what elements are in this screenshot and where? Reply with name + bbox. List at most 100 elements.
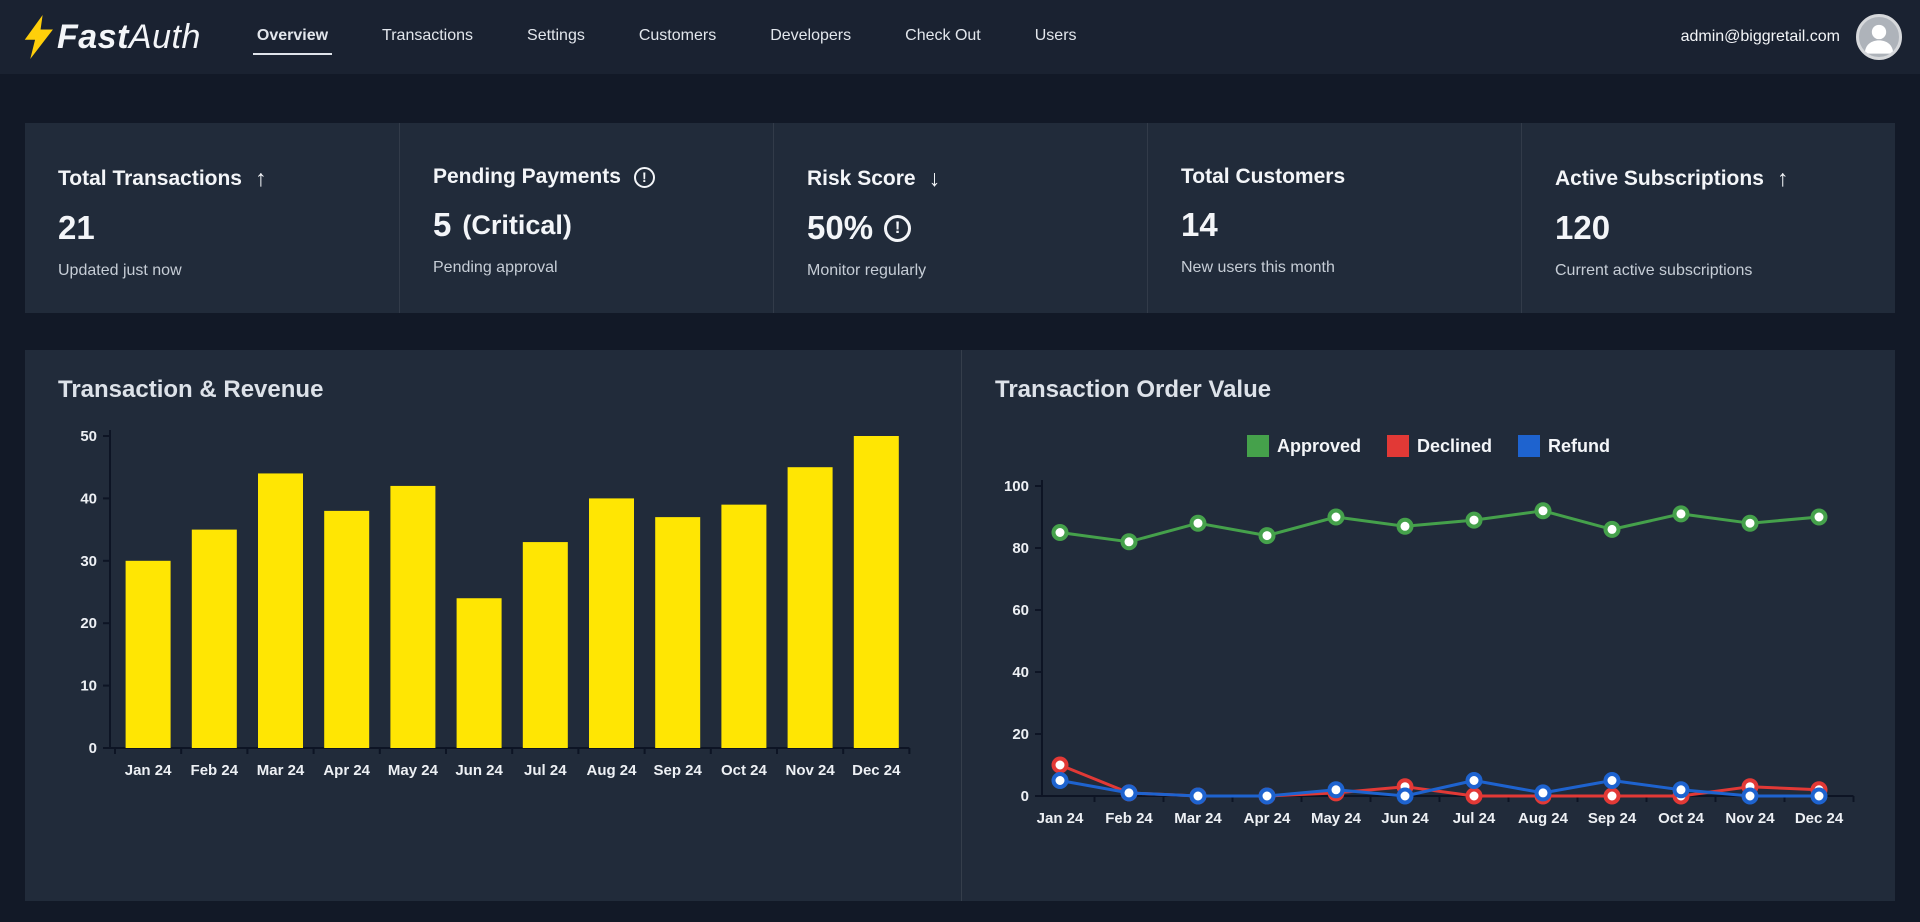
point-approved-apr-24: [1258, 527, 1276, 545]
legend-label: Refund: [1548, 435, 1611, 456]
point-refund-jul-24: [1465, 772, 1483, 789]
alert-circle-icon: !: [884, 214, 912, 242]
point-approved-nov-24: [1741, 514, 1759, 532]
stat-card-value: 21: [58, 209, 95, 246]
lightning-bolt-icon: [22, 15, 55, 59]
revenue-bar-chart: 0 10 20 30 40 50 Jan 24 Feb 24 Mar 24 Apr 24 May 2…: [80, 428, 911, 779]
arrow-up-icon: ↑: [1776, 165, 1789, 191]
legend-label: Declined: [1416, 435, 1493, 456]
point-approved-oct-24: [1672, 505, 1690, 523]
header-right: admin@biggretail.com: [1681, 14, 1902, 60]
svg-text:Mar 24: Mar 24: [1174, 810, 1222, 827]
nav-item-settings[interactable]: Settings: [527, 27, 585, 44]
point-approved-mar-24: [1189, 514, 1207, 532]
svg-text:40: 40: [80, 490, 97, 507]
nav-item-developers[interactable]: Developers: [770, 27, 852, 44]
point-refund-may-24: [1327, 781, 1345, 799]
legend-swatch-declined: [1386, 435, 1409, 457]
bar-apr-24: [324, 510, 370, 748]
point-refund-mar-24: [1189, 787, 1207, 805]
legend-item-declined[interactable]: Declined: [1386, 435, 1493, 457]
nav-item-customers[interactable]: Customers: [638, 27, 717, 44]
bar-aug-24: [589, 498, 634, 748]
nav-item-users[interactable]: Users: [1034, 27, 1077, 44]
nav-item-overview[interactable]: Overview: [252, 19, 333, 55]
point-declined-jul-24: [1465, 787, 1483, 805]
svg-text:Aug 24: Aug 24: [1518, 810, 1569, 827]
stat-card-subtitle: Pending approval: [433, 259, 558, 276]
app-logo: FastAuth: [22, 15, 201, 59]
series-approved: [1051, 502, 1828, 551]
svg-text:100: 100: [1004, 478, 1029, 495]
point-declined-sep-24: [1603, 787, 1621, 805]
svg-text:50: 50: [80, 428, 97, 445]
svg-text:Jun 24: Jun 24: [1381, 810, 1429, 827]
svg-text:Oct 24: Oct 24: [1658, 810, 1705, 827]
svg-text:May 24: May 24: [388, 762, 439, 779]
stat-card-risk-score: Risk Score ↓ 50%! Monitor regularly: [773, 123, 1147, 313]
stat-card-title: Active Subscriptions: [1555, 166, 1764, 190]
order-value-line-chart: 0 20 40 60 80 100 Jan 24 Feb 24 Mar 24 Apr 24 May …: [1004, 478, 1855, 827]
stat-card-value: 50%: [807, 209, 874, 246]
user-avatar[interactable]: [1856, 14, 1902, 60]
svg-text:Sep 24: Sep 24: [654, 762, 703, 779]
svg-text:Jul 24: Jul 24: [1453, 810, 1496, 827]
stat-card-value-suffix: (Critical): [462, 209, 572, 240]
point-declined-jan-24: [1051, 756, 1069, 774]
legend-item-approved[interactable]: Approved: [1246, 435, 1361, 457]
bar-oct-24: [721, 504, 767, 748]
svg-text:Jun 24: Jun 24: [455, 762, 503, 779]
revenue-chart-title: Transaction & Revenue: [58, 376, 324, 403]
brand-name: FastAuth: [57, 18, 201, 57]
brand-name-bold: Fast: [57, 17, 129, 56]
stat-card-title: Total Transactions: [58, 166, 242, 190]
svg-text:Jul 24: Jul 24: [524, 762, 567, 779]
stat-card-subtitle: New users this month: [1181, 259, 1335, 276]
stat-card-total-transactions: Total Transactions ↑ 21 Updated just now: [25, 123, 399, 313]
legend-item-refund[interactable]: Refund: [1518, 435, 1610, 457]
point-approved-feb-24: [1120, 533, 1138, 551]
stat-card-pending-payments: Pending Payments! 5 (Critical) Pending appr…: [399, 123, 773, 313]
person-icon: [1864, 24, 1894, 54]
point-approved-aug-24: [1534, 502, 1552, 520]
order-value-chart-card: Transaction Order Value Approved Declined…: [961, 350, 1895, 901]
svg-text:80: 80: [1012, 540, 1029, 557]
stat-card-active-subscriptions: Active Subscriptions ↑ 120 Current active s…: [1521, 123, 1895, 313]
stat-card-title: Pending Payments: [433, 165, 621, 188]
legend-swatch-refund: [1518, 435, 1541, 457]
nav-item-check-out[interactable]: Check Out: [905, 27, 981, 44]
svg-text:0: 0: [89, 740, 97, 757]
svg-text:0: 0: [1021, 788, 1029, 805]
legend-label: Approved: [1276, 435, 1361, 456]
point-refund-apr-24: [1258, 787, 1276, 805]
top-nav-bar: FastAuth Overview Transactions Settings Cus…: [0, 0, 1920, 74]
svg-text:10: 10: [80, 678, 97, 695]
point-refund-sep-24: [1603, 772, 1621, 789]
stat-card-title: Total Customers: [1181, 165, 1346, 188]
point-approved-dec-24: [1810, 508, 1828, 526]
svg-text:May 24: May 24: [1311, 810, 1362, 827]
main-nav: Overview Transactions Settings Customers Dev…: [252, 19, 1081, 55]
point-refund-aug-24: [1534, 784, 1552, 802]
point-refund-oct-24: [1672, 781, 1690, 799]
charts-panel: Transaction & Revenue 0 10 20 30 40 50 Jan 24 F…: [25, 350, 1895, 901]
chart-legend: Approved Declined Refund: [962, 434, 1895, 458]
arrow-up-icon: ↑: [255, 165, 267, 191]
svg-text:Jan 24: Jan 24: [1037, 810, 1084, 827]
svg-text:Nov 24: Nov 24: [1725, 810, 1775, 827]
bar-mar-24: [258, 473, 303, 748]
svg-text:Aug 24: Aug 24: [586, 762, 637, 779]
revenue-chart-card: Transaction & Revenue 0 10 20 30 40 50 Jan 24 F…: [25, 350, 961, 901]
brand-name-light: Auth: [128, 17, 201, 56]
bar-nov-24: [787, 467, 833, 748]
bar-may-24: [390, 485, 436, 748]
svg-text:Feb 24: Feb 24: [191, 762, 239, 779]
stat-card-total-customers: Total Customers 14 New users this month: [1147, 123, 1521, 313]
nav-item-transactions[interactable]: Transactions: [382, 27, 474, 44]
svg-text:Sep 24: Sep 24: [1588, 810, 1637, 827]
bar-dec-24: [853, 436, 899, 748]
stat-card-value: 120: [1555, 209, 1611, 246]
svg-text:40: 40: [1012, 664, 1029, 681]
stats-panel: Total Transactions ↑ 21 Updated just now Pen…: [25, 123, 1895, 313]
svg-text:20: 20: [1012, 726, 1029, 743]
